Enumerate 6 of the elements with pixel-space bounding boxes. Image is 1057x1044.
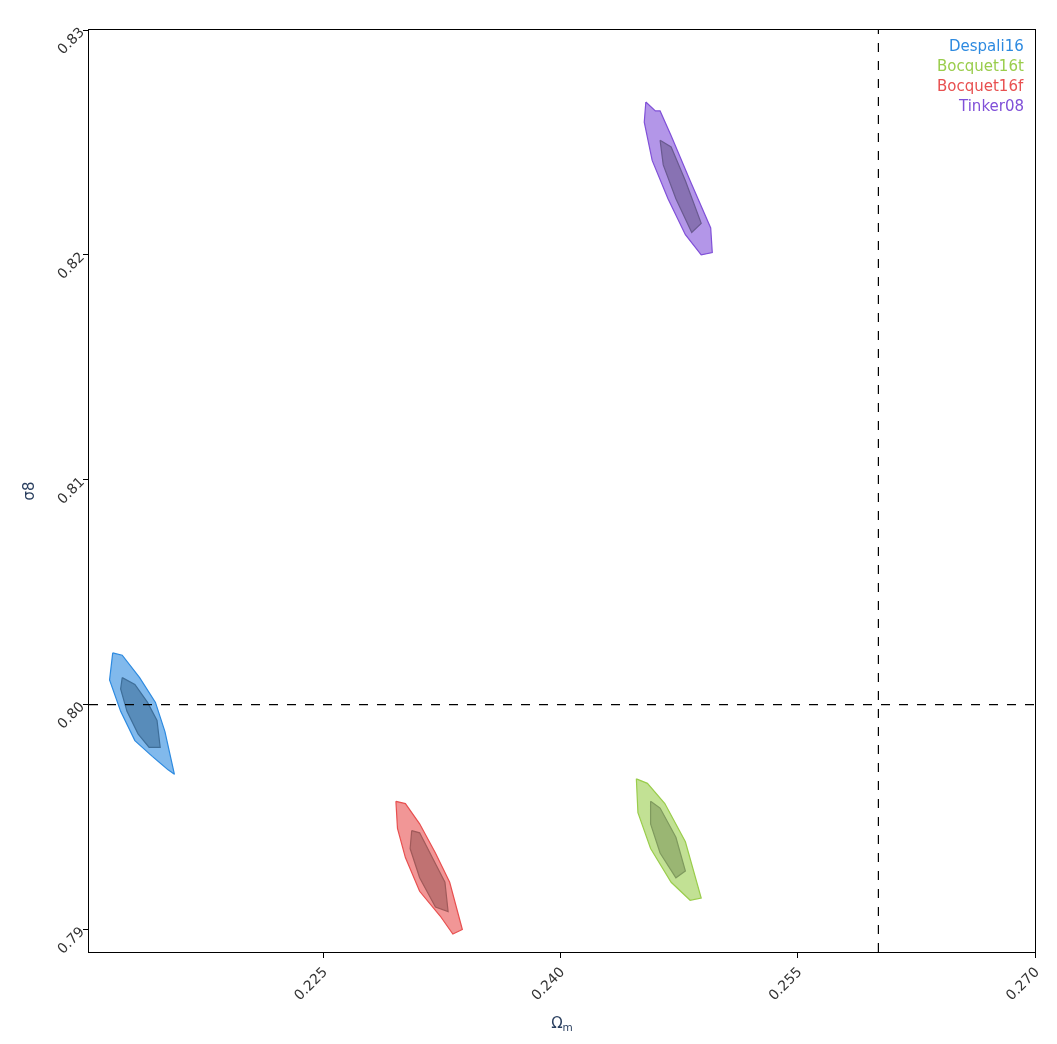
y-axis-title: σ8: [20, 481, 39, 501]
text: Bocquet16t: [937, 57, 1024, 75]
x-axis-title: Ω$_{m}$: [551, 1014, 573, 1034]
text: Bocquet16f: [937, 77, 1024, 95]
text: Despali16: [949, 37, 1024, 55]
text: Tinker08: [958, 97, 1025, 115]
